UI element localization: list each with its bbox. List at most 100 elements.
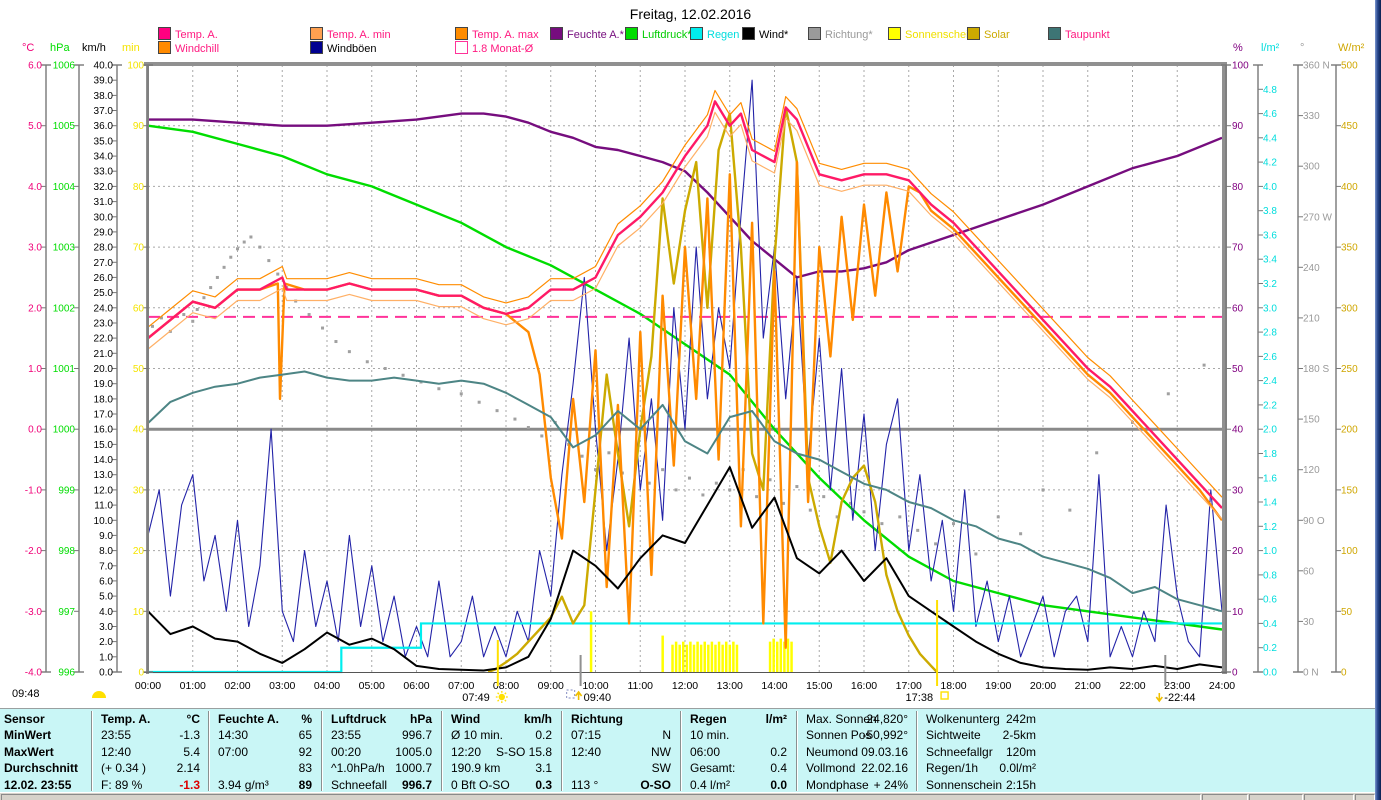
axis-tick-label: 50 bbox=[1232, 364, 1244, 375]
axis-tick-label: 11.0 bbox=[94, 501, 113, 512]
legend-item-taupunkt: Taupunkt bbox=[1048, 27, 1110, 41]
sunset-time: 17:38 bbox=[906, 692, 934, 704]
axis-unit-hPa: hPa bbox=[50, 42, 70, 54]
axis-tick-label: 40 bbox=[1232, 425, 1244, 436]
legend-item-windchill: Windchill bbox=[158, 41, 220, 55]
cell-label: Sonnenschein bbox=[926, 777, 1003, 792]
cell-label: 0 Bft O-SO bbox=[451, 777, 510, 792]
cell-value: SW bbox=[651, 761, 671, 776]
axis-unit-min: min bbox=[122, 42, 140, 54]
cell-value: 996.7 bbox=[401, 728, 432, 743]
axis-tick-label: 70 bbox=[133, 243, 145, 254]
cell-value: l/m² bbox=[765, 712, 787, 726]
status-bar-segment bbox=[1202, 794, 1248, 800]
x-axis-label: 16:00 bbox=[851, 680, 877, 692]
cell-value: O-SO bbox=[640, 777, 671, 792]
legend-item-feuchte-a-: Feuchte A.* bbox=[550, 27, 624, 41]
cell-label: Vollmond bbox=[806, 761, 856, 776]
axis-tick-label: 18.0 bbox=[94, 394, 114, 405]
cell-label: 23:55 bbox=[331, 728, 362, 743]
axis-tick-label: 90 bbox=[133, 121, 145, 132]
cell-label: Schneefall bbox=[331, 777, 388, 792]
plot-area[interactable] bbox=[148, 65, 1222, 672]
table-row: 23:55 996.7 bbox=[325, 727, 438, 743]
legend-swatch bbox=[625, 27, 638, 40]
axis-tick-label: 9.0 bbox=[99, 531, 113, 542]
cell-label: 12:20 bbox=[451, 744, 482, 759]
axis-tick-label: 4.8 bbox=[1263, 85, 1277, 96]
cell-value: °C bbox=[186, 712, 200, 726]
cell-label: Schneefallgr bbox=[926, 744, 993, 759]
cell-value: % bbox=[301, 712, 312, 726]
table-row: Luftdruck hPa bbox=[325, 711, 438, 727]
axis-tick-label: 2.0 bbox=[28, 303, 42, 314]
table-row: 10 min. bbox=[684, 727, 793, 743]
moon-icon bbox=[565, 689, 576, 699]
axis-tick-label: 0 bbox=[1341, 668, 1347, 679]
axis-tick-label: 37.0 bbox=[94, 106, 114, 117]
axis-tick-label: 27.0 bbox=[94, 258, 114, 269]
axis-tick-label: 2.4 bbox=[1263, 376, 1277, 387]
row-label: MaxWert bbox=[4, 744, 54, 759]
legend-swatch bbox=[967, 27, 980, 40]
x-axis-label: 22:00 bbox=[1119, 680, 1145, 692]
axis-tick-label: 30.0 bbox=[94, 212, 114, 223]
axis-tick-label: 0 bbox=[138, 668, 144, 679]
axis-tick-label: 20 bbox=[133, 546, 145, 557]
cell-value: 89 bbox=[298, 777, 312, 792]
legend-item-sonnenschein: Sonnenschein bbox=[888, 27, 975, 41]
cell-label: 07:15 bbox=[571, 728, 602, 743]
legend-item-windb-en: Windböen bbox=[310, 41, 377, 55]
cell-label: Regen/1h bbox=[926, 761, 979, 776]
cell-value: 92 bbox=[298, 744, 312, 759]
axis-tick-label: 400 bbox=[1341, 182, 1358, 193]
legend-item-temp-a-max: Temp. A. max bbox=[455, 27, 539, 41]
axis-tick-label: 330 bbox=[1303, 111, 1320, 122]
axis-tick-label: 50 bbox=[133, 364, 145, 375]
table-section-richtung: Richtung 07:15 N 12:40 NW SW 113 ° O-SO bbox=[565, 709, 677, 793]
table-row: Sonnenschein 2:15h bbox=[920, 777, 1042, 793]
table-row-header: Sensor bbox=[4, 711, 88, 727]
axis-tick-label: 60 bbox=[133, 303, 145, 314]
cell-value: 0.2 bbox=[770, 744, 787, 759]
axis-tick-label: 350 bbox=[1341, 243, 1358, 254]
cell-label: 190.9 km bbox=[451, 761, 501, 776]
axis-tick-label: 4.0 bbox=[1263, 182, 1277, 193]
axis-tick-label: 1.0 bbox=[28, 364, 42, 375]
axis-unit-°C: °C bbox=[22, 42, 34, 54]
legend-item-wind-: Wind* bbox=[742, 27, 788, 41]
table-row: 06:00 0.2 bbox=[684, 744, 793, 760]
legend-label: Feuchte A.* bbox=[567, 29, 624, 41]
legend-swatch bbox=[888, 27, 901, 40]
legend-swatch bbox=[690, 27, 703, 40]
x-axis-label: 14:00 bbox=[761, 680, 787, 692]
axis-unit-W/m²: W/m² bbox=[1338, 42, 1365, 54]
legend-swatch bbox=[455, 27, 468, 40]
axis-tick-label: 150 bbox=[1341, 485, 1358, 496]
cell-label: Luftdruck bbox=[331, 712, 387, 726]
table-separator bbox=[91, 711, 93, 791]
cell-value: km/h bbox=[523, 712, 552, 726]
cell-value: 22.02.16 bbox=[861, 761, 908, 776]
x-axis-label: 10:00 bbox=[582, 680, 608, 692]
legend-label: Temp. A. bbox=[175, 29, 218, 41]
page-title: Freitag, 12.02.2016 bbox=[629, 6, 752, 22]
plot-border-top bbox=[144, 62, 1227, 66]
legend-label: Windchill bbox=[175, 43, 220, 55]
axis-tick-label: 270 W bbox=[1303, 212, 1332, 223]
table-row: F: 89 % -1.3 bbox=[95, 777, 206, 793]
table-separator bbox=[916, 711, 918, 791]
table-separator bbox=[680, 711, 682, 791]
table-row: 00:20 1005.0 bbox=[325, 744, 438, 760]
axis-unit-l/m²: l/m² bbox=[1261, 42, 1280, 54]
table-row: Wolkenunterg 242m bbox=[920, 711, 1042, 727]
axis-tick-label: 0.0 bbox=[1263, 668, 1277, 679]
axis-tick-label: 30 bbox=[133, 485, 145, 496]
legend-label: Solar bbox=[984, 29, 1010, 41]
axis-tick-label: 4.2 bbox=[1263, 158, 1277, 169]
sunset-icon bbox=[940, 691, 949, 700]
axis-tick-label: 250 bbox=[1341, 364, 1358, 375]
cell-value: 0.3 bbox=[535, 777, 552, 792]
axis-tick-label: 80 bbox=[1232, 182, 1244, 193]
cell-value: + 24% bbox=[873, 777, 908, 792]
